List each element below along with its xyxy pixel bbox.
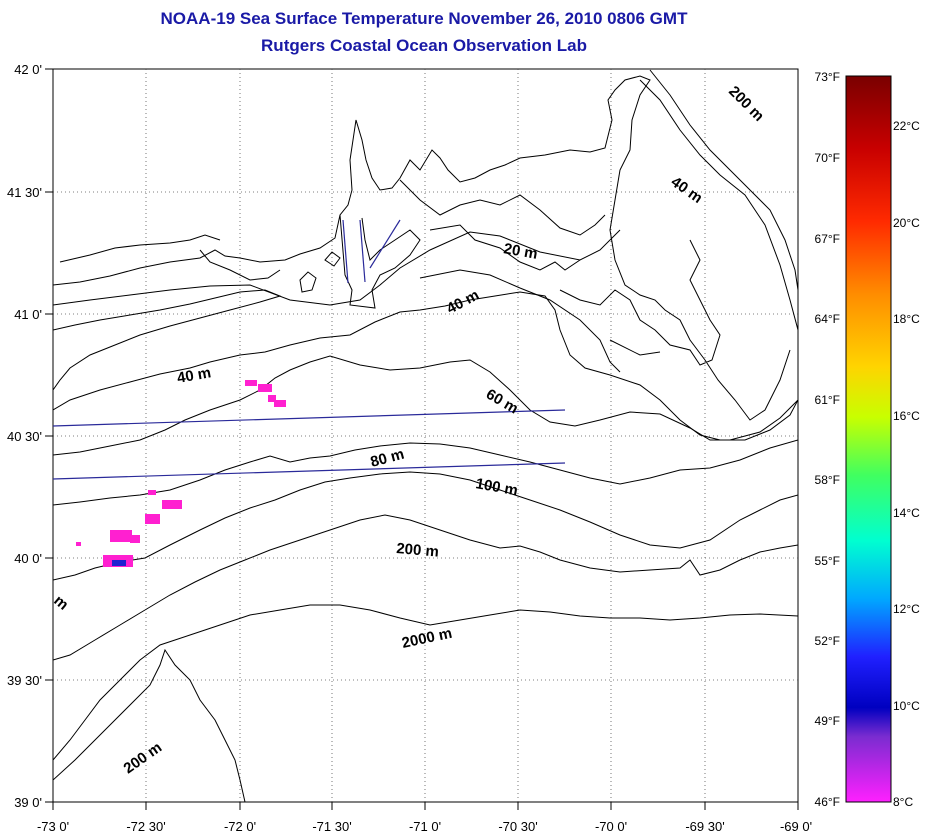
colorbar-c-label: 14°C — [893, 506, 920, 520]
colorbar-f-label: 52°F — [815, 634, 840, 648]
colorbar-c-label: 22°C — [893, 119, 920, 133]
colorbar-f-label: 46°F — [815, 795, 840, 809]
colorbar-f-label: 55°F — [815, 554, 840, 568]
colorbar: 73°F 70°F 67°F 64°F 61°F 58°F 55°F 52°F … — [815, 70, 921, 809]
colorbar-c-label: 10°C — [893, 699, 920, 713]
contour-label: 200 m — [396, 540, 440, 561]
map-subtitle: Rutgers Coastal Ocean Observation Lab — [261, 36, 587, 55]
colorbar-f-label: 70°F — [815, 151, 840, 165]
lat-tick-label: 40 0' — [14, 551, 42, 566]
isobath-60m — [53, 69, 798, 456]
map-title: NOAA-19 Sea Surface Temperature November… — [160, 9, 688, 28]
latitude-labels: 42 0' 41 30' 41 0' 40 30' 40 0' 39 30' 3… — [7, 62, 42, 810]
contour-label: 40 m — [176, 364, 213, 387]
isobath-100m — [53, 471, 798, 581]
longitude-labels: -73 0' -72 30' -72 0' -71 30' -71 0' -70… — [37, 819, 812, 834]
colorbar-c-label: 12°C — [893, 602, 920, 616]
colorbar-f-label: 67°F — [815, 232, 840, 246]
lon-tick-label: -72 0' — [224, 819, 256, 834]
lon-tick-label: -71 0' — [409, 819, 441, 834]
long-island — [53, 289, 282, 391]
lat-tick-label: 42 0' — [14, 62, 42, 77]
contour-label: 20 m — [502, 240, 539, 263]
colorbar-c-label: 16°C — [893, 409, 920, 423]
lat-tick-label: 41 0' — [14, 307, 42, 322]
isobath-2000m — [53, 604, 798, 761]
colorbar-f-label: 61°F — [815, 393, 840, 407]
colorbar-f-label: 73°F — [815, 70, 840, 84]
lon-tick-label: -72 30' — [126, 819, 165, 834]
lon-tick-label: -73 0' — [37, 819, 69, 834]
lat-tick-label: 39 0' — [14, 795, 42, 810]
lat-tick-label: 39 30' — [7, 673, 42, 688]
transect-lines — [53, 219, 566, 480]
colorbar-c-label: 18°C — [893, 312, 920, 326]
graticule — [53, 69, 798, 802]
lon-tick-label: -71 30' — [312, 819, 351, 834]
coastline — [53, 75, 791, 421]
lon-tick-label: -69 30' — [685, 819, 724, 834]
colorbar-c-label: 8°C — [893, 795, 913, 809]
isobath-80m — [53, 439, 798, 506]
lon-tick-label: -69 0' — [780, 819, 812, 834]
frame-ticks — [45, 68, 799, 810]
lon-tick-label: -70 30' — [498, 819, 537, 834]
colorbar-gradient — [845, 75, 892, 803]
colorbar-f-label: 64°F — [815, 312, 840, 326]
colorbar-f-label: 58°F — [815, 473, 840, 487]
isobath-200m — [53, 514, 798, 802]
colorbar-c-label: 20°C — [893, 216, 920, 230]
lat-tick-label: 40 30' — [7, 429, 42, 444]
block-island — [299, 251, 341, 293]
isobath-20m — [53, 229, 621, 373]
lat-tick-label: 41 30' — [7, 185, 42, 200]
lon-tick-label: -70 0' — [595, 819, 627, 834]
sst-patches — [76, 380, 286, 567]
colorbar-f-label: 49°F — [815, 714, 840, 728]
